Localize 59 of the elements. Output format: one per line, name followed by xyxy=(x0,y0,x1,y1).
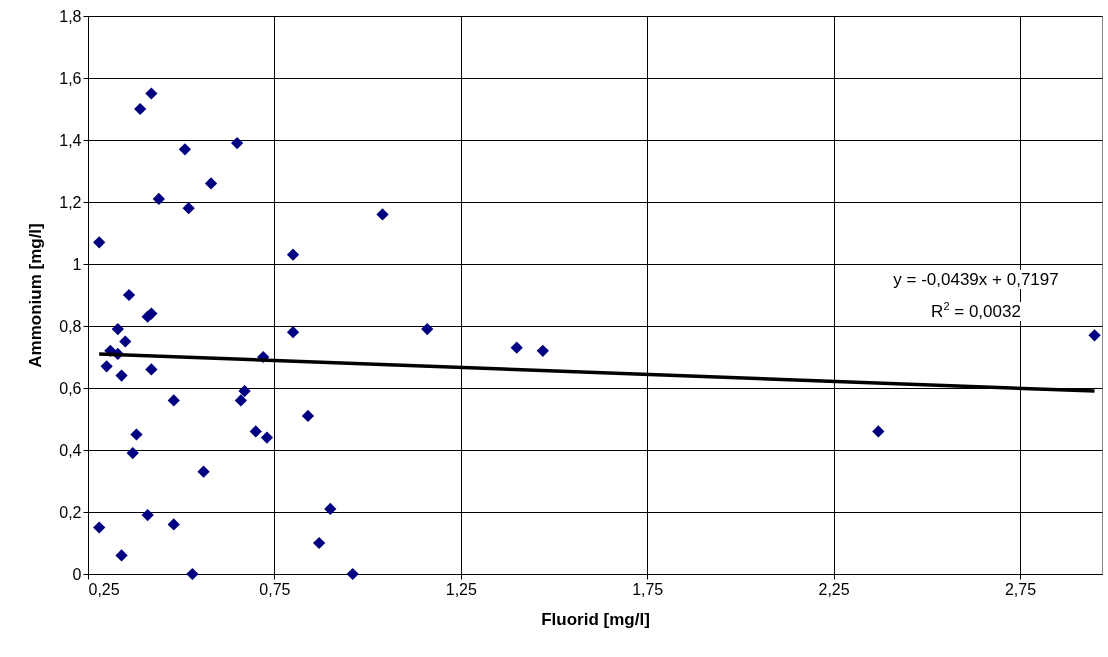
y-tick-label: 0,4 xyxy=(59,441,82,459)
point xyxy=(286,326,300,339)
y-tick-label: 1,4 xyxy=(59,131,82,149)
point xyxy=(1088,329,1101,342)
x-tick-label: 0,75 xyxy=(259,580,291,598)
point xyxy=(178,143,192,156)
point xyxy=(111,322,124,336)
point xyxy=(346,567,359,581)
point xyxy=(119,335,132,348)
point xyxy=(93,236,106,249)
point xyxy=(145,87,158,100)
point xyxy=(313,536,326,550)
point xyxy=(186,567,199,581)
point xyxy=(167,518,180,531)
point xyxy=(234,394,247,407)
x-tick-label: 1,25 xyxy=(445,580,477,598)
x-tick-label: 0,25 xyxy=(88,580,120,598)
point xyxy=(115,549,128,562)
point xyxy=(872,425,885,438)
point xyxy=(301,409,315,423)
x-tick-label: 2,25 xyxy=(818,580,850,598)
point xyxy=(100,360,113,373)
point xyxy=(122,288,136,302)
point xyxy=(115,369,128,382)
point xyxy=(141,508,154,522)
y-tick-label: 1,6 xyxy=(59,69,82,87)
x-axis-title: Fluorid [mg/l] xyxy=(541,609,650,629)
x-tick-label: 1,75 xyxy=(632,580,664,598)
annotation: y = -0,0439x + 0,7197 xyxy=(891,270,1061,289)
point xyxy=(230,136,244,150)
y-tick-label: 0,8 xyxy=(59,317,82,335)
point xyxy=(145,363,158,376)
point xyxy=(152,192,165,206)
point xyxy=(249,425,262,438)
point xyxy=(130,428,143,441)
annotation: R$^{2}$ = 0,0032 xyxy=(929,300,1023,321)
y-tick-label: 1,8 xyxy=(59,7,82,25)
y-axis-title: Ammonium [mg/l] xyxy=(26,223,46,368)
point xyxy=(126,446,139,460)
y-tick-label: 1,2 xyxy=(59,193,82,211)
point xyxy=(286,248,300,261)
point xyxy=(238,384,251,398)
point xyxy=(536,344,549,357)
point xyxy=(204,177,218,190)
point xyxy=(376,208,389,221)
point xyxy=(134,102,147,116)
x-tick-label: 2,75 xyxy=(1004,580,1037,598)
y-tick-label: 0,2 xyxy=(59,503,82,521)
point xyxy=(197,465,210,478)
y-tick-label: 0,6 xyxy=(59,379,82,397)
point xyxy=(182,202,195,215)
point xyxy=(510,341,523,354)
point xyxy=(324,502,337,516)
point xyxy=(421,322,434,336)
point xyxy=(167,394,180,407)
y-tick-label: 0 xyxy=(72,565,82,583)
point xyxy=(93,521,106,534)
point xyxy=(260,431,274,444)
y-tick-label: 1 xyxy=(72,255,82,273)
